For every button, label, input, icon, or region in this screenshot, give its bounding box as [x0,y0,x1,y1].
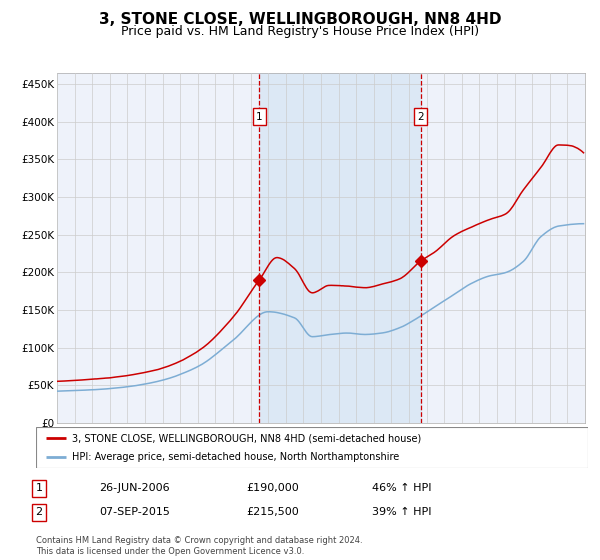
Text: 26-JUN-2006: 26-JUN-2006 [99,483,170,493]
Text: 07-SEP-2015: 07-SEP-2015 [99,507,170,517]
Text: £190,000: £190,000 [246,483,299,493]
Text: 39% ↑ HPI: 39% ↑ HPI [372,507,431,517]
Text: 2: 2 [418,111,424,122]
Text: 3, STONE CLOSE, WELLINGBOROUGH, NN8 4HD (semi-detached house): 3, STONE CLOSE, WELLINGBOROUGH, NN8 4HD … [72,433,421,443]
Text: 46% ↑ HPI: 46% ↑ HPI [372,483,431,493]
Text: 1: 1 [256,111,263,122]
Bar [259,73,421,423]
Text: HPI: Average price, semi-detached house, North Northamptonshire: HPI: Average price, semi-detached house,… [72,452,399,461]
Text: 1: 1 [35,483,43,493]
Text: 3, STONE CLOSE, WELLINGBOROUGH, NN8 4HD: 3, STONE CLOSE, WELLINGBOROUGH, NN8 4HD [99,12,501,27]
Text: Contains HM Land Registry data © Crown copyright and database right 2024.
This d: Contains HM Land Registry data © Crown c… [36,536,362,556]
Text: Price paid vs. HM Land Registry's House Price Index (HPI): Price paid vs. HM Land Registry's House … [121,25,479,38]
Text: 2: 2 [35,507,43,517]
Text: £215,500: £215,500 [246,507,299,517]
